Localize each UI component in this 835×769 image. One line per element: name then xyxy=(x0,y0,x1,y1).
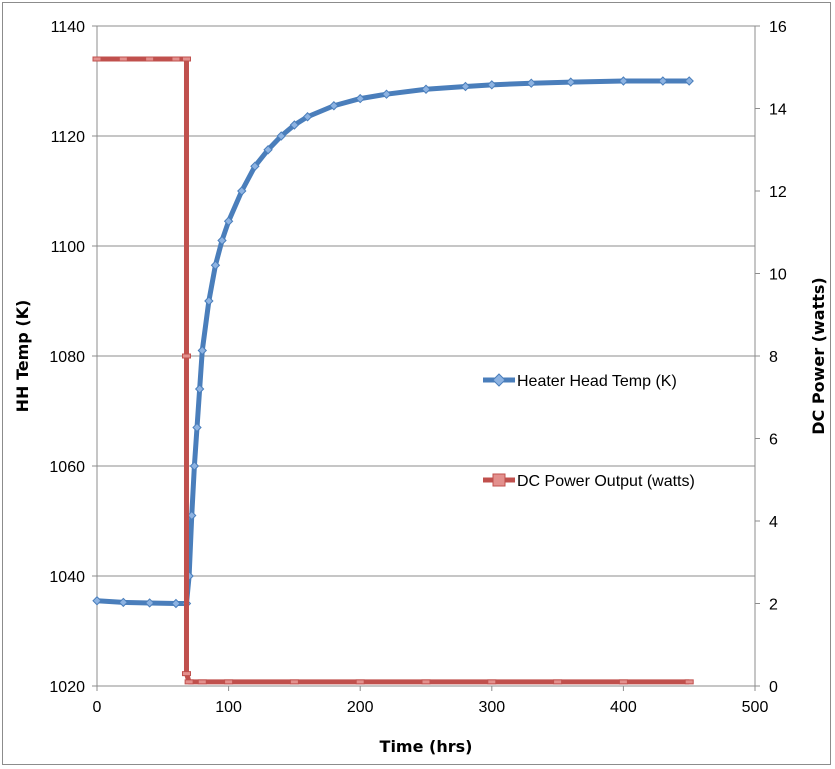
legend: Heater Head Temp (K) DC Power Output (wa… xyxy=(483,373,695,490)
legend-label-heater-head-temp: Heater Head Temp (K) xyxy=(517,373,677,390)
data-point-heater-head-temp xyxy=(658,76,668,86)
legend-item-heater-head-temp: Heater Head Temp (K) xyxy=(483,373,677,390)
data-point-heater-head-temp xyxy=(250,161,260,171)
data-point-heater-head-temp xyxy=(192,422,202,433)
tick-labels: 0 100 200 300 400 500102010401060108011001120… xyxy=(49,19,786,716)
y-tick-label: 1060 xyxy=(49,459,85,476)
data-point-heater-head-temp xyxy=(421,84,431,94)
data-point-heater-head-temp xyxy=(526,78,536,88)
x-tick-label: 400 xyxy=(610,699,637,716)
data-point-heater-head-temp xyxy=(566,77,576,87)
data-point-heater-head-temp xyxy=(194,384,205,394)
data-point-dc-power-output xyxy=(171,56,181,62)
data-point-heater-head-temp xyxy=(223,216,234,226)
x-tick-label: 100 xyxy=(215,699,242,716)
data-point-heater-head-temp xyxy=(118,597,129,608)
y2-tick-label: 10 xyxy=(769,267,787,284)
x-tick-label: 500 xyxy=(742,699,769,716)
y2-tick-label: 12 xyxy=(769,184,787,201)
x-tick-label: 200 xyxy=(347,699,374,716)
y-tick-label: 1100 xyxy=(51,239,86,256)
data-point-dc-power-output xyxy=(289,679,299,685)
y-tick-label: 1120 xyxy=(51,129,86,146)
data-point-dc-power-output xyxy=(487,679,497,685)
data-point-dc-power-output xyxy=(224,679,234,685)
data-point-dc-power-output xyxy=(618,679,628,685)
data-point-heater-head-temp xyxy=(618,76,629,86)
y2-axis-title: DC Power (watts) xyxy=(809,277,828,434)
data-point-heater-head-temp xyxy=(92,596,102,606)
series-line-dc-power-output xyxy=(97,56,690,685)
data-point-heater-head-temp xyxy=(204,296,214,306)
y-tick-label: 1020 xyxy=(49,679,85,696)
data-point-dc-power-output xyxy=(92,56,102,62)
data-point-dc-power-output xyxy=(181,353,191,359)
y2-tick-label: 0 xyxy=(769,679,778,696)
data-point-heater-head-temp xyxy=(217,235,227,246)
data-point-heater-head-temp xyxy=(197,345,207,356)
y2-tick-label: 8 xyxy=(769,349,778,366)
data-point-dc-power-output xyxy=(355,679,365,685)
y-tick-label: 1040 xyxy=(49,569,85,586)
data-point-heater-head-temp xyxy=(210,260,221,270)
y2-tick-label: 2 xyxy=(769,597,778,614)
data-point-heater-head-temp xyxy=(355,93,365,104)
data-point-heater-head-temp xyxy=(171,598,181,609)
data-point-dc-power-output xyxy=(145,56,155,62)
data-point-dc-power-output xyxy=(553,679,563,685)
y2-tick-label: 16 xyxy=(769,19,787,36)
legend-marker-square xyxy=(492,473,506,487)
data-point-heater-head-temp xyxy=(302,112,313,122)
data-point-heater-head-temp xyxy=(329,101,339,111)
data-point-heater-head-temp xyxy=(263,145,273,155)
x-tick-label: 300 xyxy=(478,699,505,716)
data-point-dc-power-output xyxy=(197,679,207,685)
x-axis-title: Time (hrs) xyxy=(380,737,473,756)
series-layer xyxy=(92,56,694,685)
data-point-heater-head-temp xyxy=(189,461,200,471)
data-point-heater-head-temp xyxy=(187,510,197,521)
data-point-heater-head-temp xyxy=(144,598,155,608)
data-point-heater-head-temp xyxy=(276,131,286,141)
data-point-dc-power-output xyxy=(118,56,128,62)
data-point-dc-power-output xyxy=(184,679,194,685)
data-point-heater-head-temp xyxy=(460,81,471,92)
y-tick-label: 1140 xyxy=(51,19,86,36)
data-point-dc-power-output xyxy=(181,671,191,677)
y-axis-title: HH Temp (K) xyxy=(13,300,32,413)
data-point-dc-power-output xyxy=(421,679,431,685)
gridlines xyxy=(97,25,755,687)
data-point-heater-head-temp xyxy=(684,76,694,86)
data-point-heater-head-temp xyxy=(237,186,247,196)
data-point-heater-head-temp xyxy=(381,89,392,99)
legend-item-dc-power-output: DC Power Output (watts) xyxy=(483,473,695,490)
legend-label-dc-power-output: DC Power Output (watts) xyxy=(517,473,695,490)
x-tick-label: 0 xyxy=(93,699,102,716)
y2-tick-label: 14 xyxy=(769,102,787,119)
data-point-heater-head-temp xyxy=(487,80,497,90)
y2-tick-label: 4 xyxy=(769,514,778,531)
data-point-heater-head-temp xyxy=(289,120,300,130)
data-point-dc-power-output xyxy=(684,679,694,685)
data-point-dc-power-output xyxy=(181,56,191,62)
y-tick-label: 1080 xyxy=(49,349,85,366)
y2-tick-label: 6 xyxy=(769,432,778,449)
legend-marker-diamond xyxy=(492,373,506,387)
